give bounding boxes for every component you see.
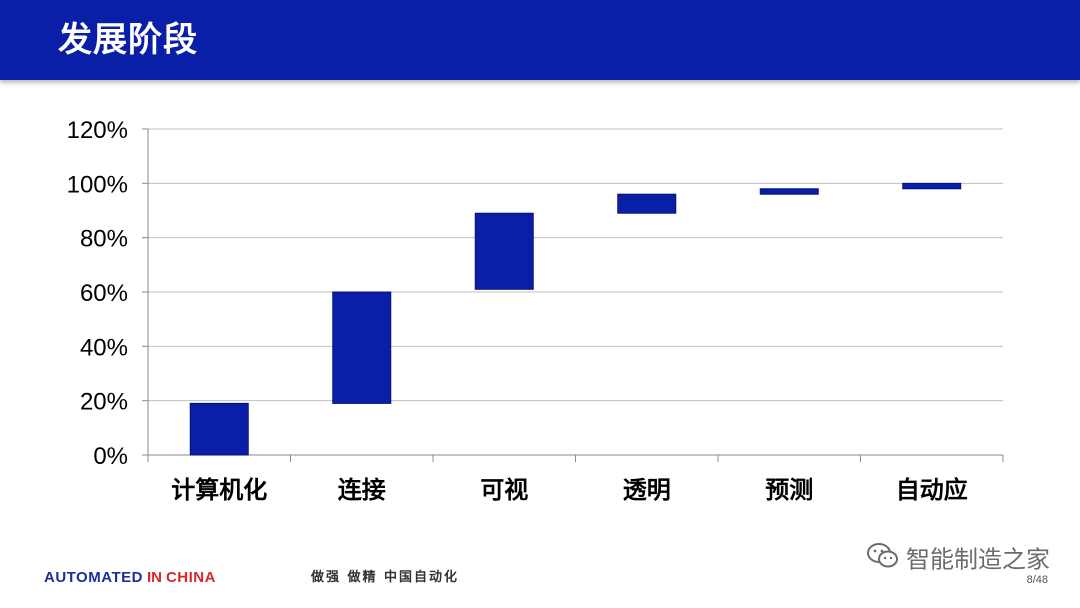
bar	[474, 212, 534, 290]
x-tick-label: 预测	[765, 476, 813, 504]
y-tick-label: 20%	[80, 389, 128, 416]
brand-automated: AUTOMATED	[44, 569, 143, 586]
bar	[332, 291, 392, 404]
x-tick-label: 连接	[338, 476, 386, 504]
x-tick-label: 计算机化	[171, 476, 267, 504]
waterfall-chart: 0% 20% 40% 60% 80% 100% 120% 计算机化 连接 可视 透明 预测 自动应	[67, 117, 1004, 504]
page-title: 发展阶段	[58, 20, 198, 60]
y-tick-label: 120%	[67, 117, 128, 144]
y-tick-label: 40%	[80, 334, 128, 361]
bar	[759, 188, 819, 195]
watermark-text: 智能制造之家	[906, 545, 1050, 574]
brand-logo: AUTOMATED IN CHINA	[44, 567, 216, 589]
y-tick-label: 80%	[80, 226, 128, 253]
y-tick-label: 0%	[93, 443, 128, 470]
x-tick-label: 自动应	[896, 476, 968, 504]
page-number: 8/48	[1026, 574, 1048, 586]
bar	[189, 402, 249, 456]
brand-in: IN	[146, 569, 162, 586]
y-tick-label: 100%	[67, 171, 128, 198]
bar	[617, 193, 677, 214]
brand-china: CHINA	[165, 569, 216, 586]
y-tick-label: 60%	[80, 280, 128, 307]
watermark: 智能制造之家	[866, 542, 1050, 579]
wechat-icon	[866, 542, 900, 579]
x-tick-label: 可视	[480, 476, 528, 504]
header-bar: 发展阶段	[0, 0, 1080, 80]
bar	[902, 182, 962, 190]
x-tick-label: 透明	[623, 476, 671, 504]
slogan: 做强 做精 中国自动化	[311, 570, 460, 585]
